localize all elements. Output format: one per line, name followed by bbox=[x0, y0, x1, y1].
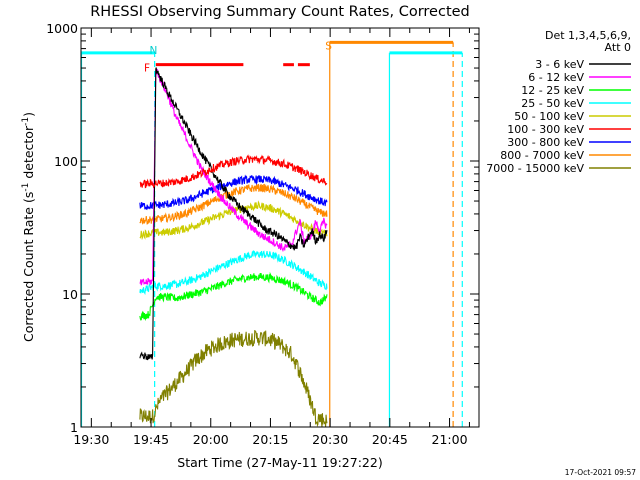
legend-title: Det 1,3,4,5,6,9, bbox=[545, 29, 631, 42]
legend-label-7000-15000-kev: 7000 - 15000 keV bbox=[486, 162, 584, 175]
legend-label-300-800-kev: 300 - 800 keV bbox=[507, 136, 584, 149]
legend-label-800-7000-kev: 800 - 7000 keV bbox=[500, 149, 584, 162]
annotation-f: F bbox=[144, 63, 150, 75]
footer-date: 17-Oct-2021 09:57 bbox=[565, 468, 636, 477]
x-tick-label: 19:45 bbox=[133, 432, 169, 447]
series-3-6-kev-line bbox=[139, 67, 328, 361]
series-lines bbox=[139, 67, 328, 428]
x-tick-label: 19:30 bbox=[73, 432, 109, 447]
series-50-100-kev-line bbox=[139, 200, 328, 241]
annotation-n: N bbox=[150, 45, 158, 57]
legend-label-3-6-kev: 3 - 6 keV bbox=[535, 58, 584, 71]
series-100-300-kev-line bbox=[139, 154, 328, 189]
x-tick-label: 20:30 bbox=[312, 432, 348, 447]
series-6-12-kev-line bbox=[139, 68, 328, 286]
legend-label-6-12-kev: 6 - 12 keV bbox=[528, 71, 584, 84]
legend-label-12-25-kev: 12 - 25 keV bbox=[521, 84, 584, 97]
series-25-50-kev-line bbox=[139, 250, 328, 296]
x-tick-label: 21:00 bbox=[432, 432, 468, 447]
status-bars: NF S bbox=[81, 40, 463, 75]
y-tick-label: 10 bbox=[62, 287, 78, 302]
legend-label-50-100-kev: 50 - 100 keV bbox=[514, 110, 584, 123]
y-tick-label: 100 bbox=[54, 154, 78, 169]
axis-ticks: 19:30 19:45 20:00 20:15 20:30 20:45 21:00 1 10 10… bbox=[46, 21, 479, 447]
chart-title: RHESSI Observing Summary Count Rates, Co… bbox=[90, 4, 470, 20]
plot-frame bbox=[80, 27, 480, 428]
annotation-s: S bbox=[325, 40, 332, 52]
y-tick-label: 1 bbox=[70, 420, 78, 435]
x-tick-label: 20:45 bbox=[372, 432, 408, 447]
legend-label-25-50-kev: 25 - 50 keV bbox=[521, 97, 584, 110]
legend-label-100-300-kev: 100 - 300 keV bbox=[507, 123, 584, 136]
y-tick-label: 1000 bbox=[46, 21, 78, 36]
x-tick-label: 20:00 bbox=[193, 432, 229, 447]
x-axis-label: Start Time (27-May-11 19:27:22) bbox=[177, 455, 382, 470]
legend-subtitle: Att 0 bbox=[605, 41, 631, 54]
x-tick-label: 20:15 bbox=[252, 432, 288, 447]
series-800-7000-kev-line bbox=[139, 183, 328, 225]
series-12-25-kev-line bbox=[139, 271, 328, 322]
y-axis-label: Corrected Count Rate (s-1 detector-1) bbox=[21, 112, 36, 342]
series-300-800-kev-line bbox=[139, 174, 328, 211]
series-7000-15000-kev-line bbox=[139, 329, 328, 428]
